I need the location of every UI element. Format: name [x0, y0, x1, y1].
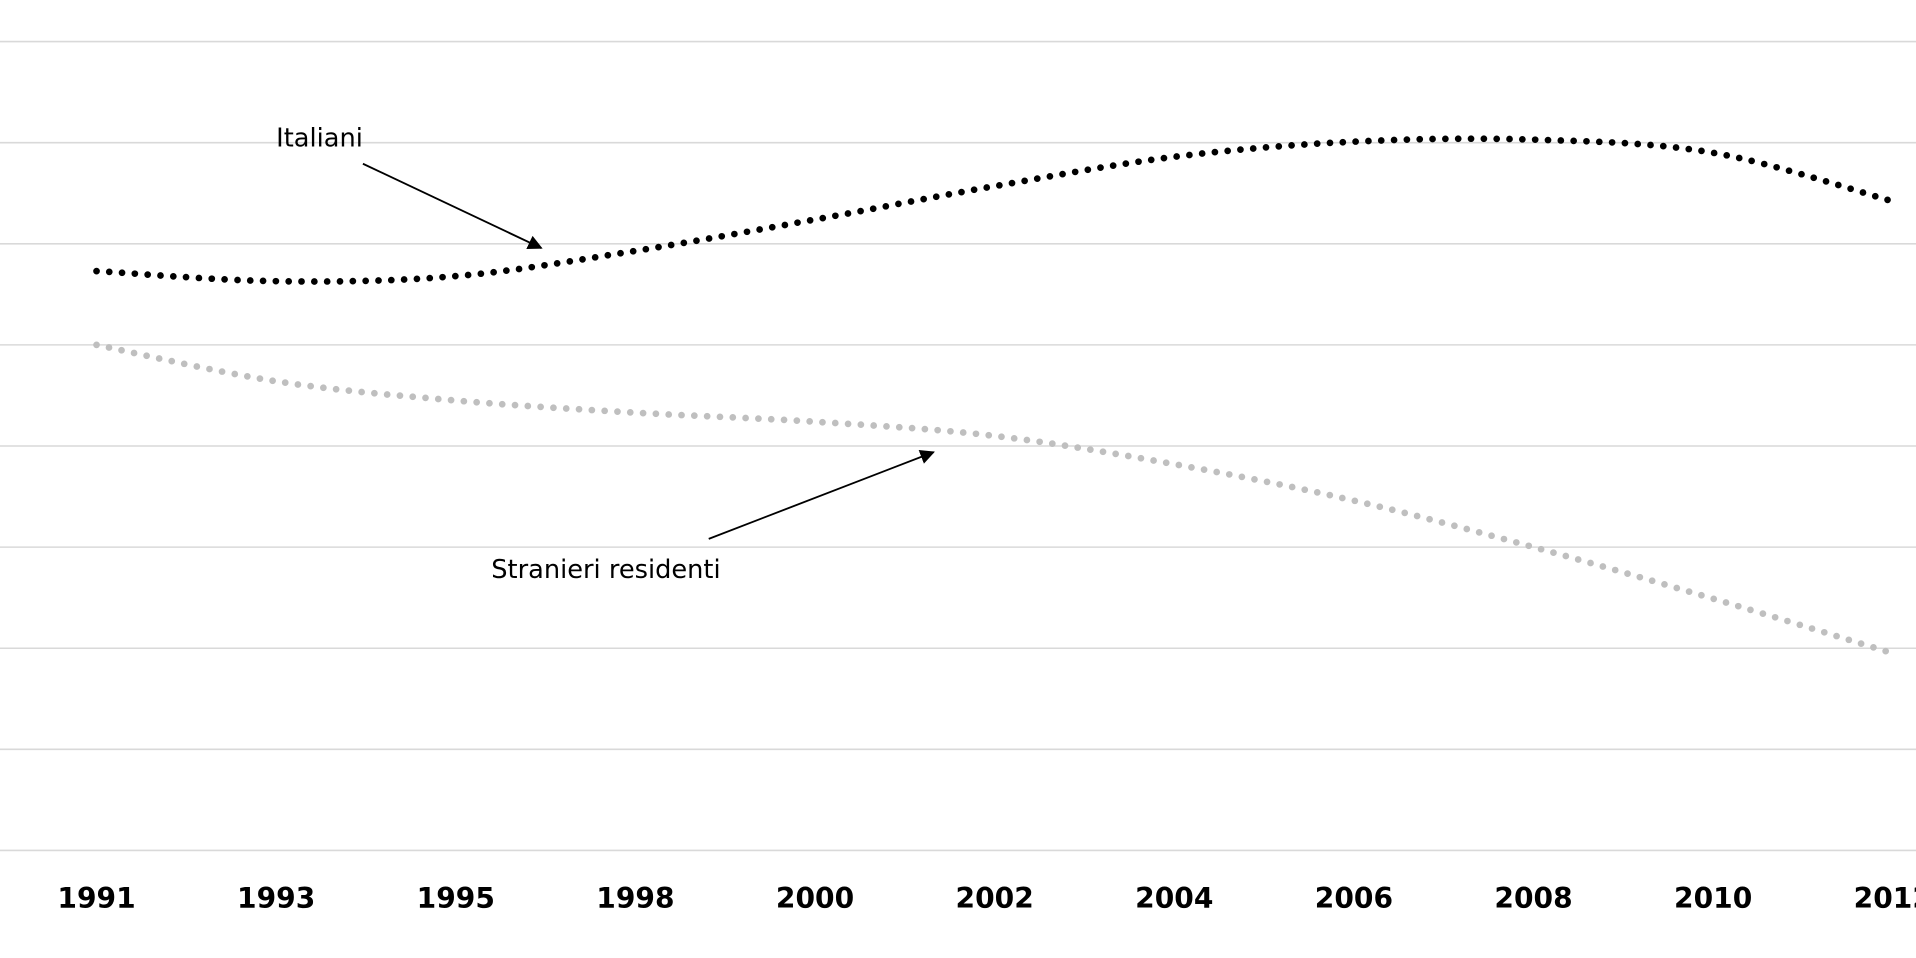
x-tick-label: 2002: [956, 882, 1034, 915]
annotation-arrow: [362, 162, 543, 250]
x-tick-label: 1993: [237, 882, 315, 915]
x-tick-label: 2004: [1135, 882, 1213, 915]
x-tick-label: 1991: [57, 882, 135, 915]
series-line: [93, 135, 1897, 285]
series-annotation: Stranieri residenti: [491, 555, 720, 585]
x-tick-label: 2012: [1854, 882, 1916, 915]
x-tick-label: 1998: [596, 882, 674, 915]
x-tick-label: 2010: [1674, 882, 1752, 915]
x-tick-label: 2008: [1494, 882, 1572, 915]
x-tick-label: 1995: [417, 882, 495, 915]
series-line: [93, 341, 1897, 657]
x-tick-label: 2006: [1315, 882, 1393, 915]
annotation-arrow: [708, 450, 935, 540]
x-tick-label: 2000: [776, 882, 854, 915]
series-annotation: Italiani: [276, 124, 363, 154]
